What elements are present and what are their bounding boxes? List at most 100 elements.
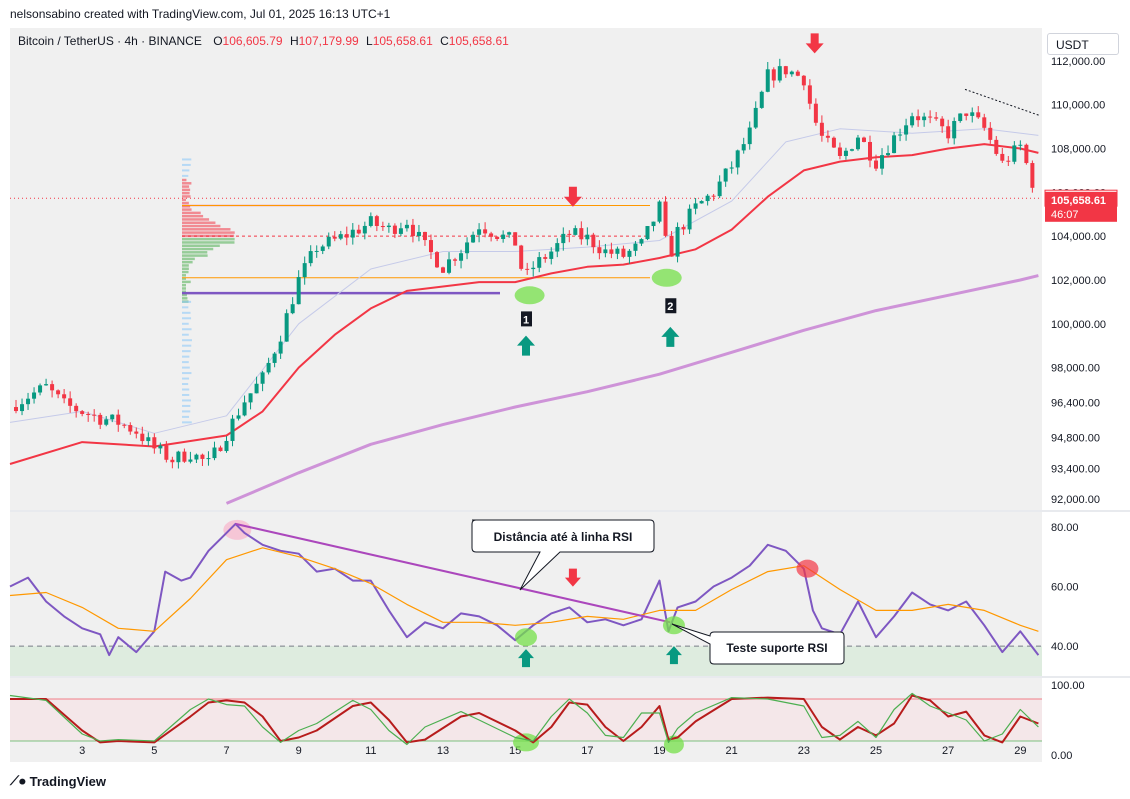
- volume-profile-bar: [182, 421, 192, 423]
- volume-profile-bar: [182, 218, 209, 221]
- candle-body: [513, 232, 517, 245]
- price-axis-tick: 108,000.00: [1051, 144, 1106, 156]
- volume-profile-bar: [182, 182, 191, 185]
- candle-body: [453, 259, 457, 260]
- candle-body: [651, 222, 655, 226]
- candle-body: [670, 236, 674, 257]
- candle-body: [56, 390, 60, 394]
- candle-body: [904, 125, 908, 134]
- candle-body: [333, 237, 337, 239]
- time-axis-tick: 27: [942, 745, 954, 757]
- volume-profile-bar: [182, 372, 191, 374]
- candle-body: [579, 228, 583, 239]
- candle-body: [369, 216, 373, 226]
- rsi-high-highlight: [796, 560, 818, 578]
- candle-body: [267, 363, 271, 372]
- candle-body: [736, 150, 740, 167]
- candle-body: [140, 434, 144, 441]
- candle-body: [1012, 145, 1016, 161]
- candle-body: [892, 135, 896, 153]
- time-axis-tick: 5: [151, 745, 157, 757]
- candle-body: [387, 226, 391, 227]
- candle-body: [615, 249, 619, 254]
- candle-body: [471, 235, 475, 243]
- candle-body: [724, 169, 728, 182]
- candle-body: [339, 234, 343, 239]
- volume-profile-bar: [182, 339, 192, 341]
- candle-body: [850, 149, 854, 151]
- volume-profile-bar: [182, 254, 208, 257]
- symbol-name: Bitcoin / TetherUS · 4h · BINANCE: [18, 34, 202, 48]
- volume-profile-bar: [182, 175, 188, 177]
- price-axis-tick: 96,400.00: [1051, 398, 1100, 410]
- candle-body: [423, 232, 427, 240]
- candle-body: [417, 232, 421, 236]
- support-highlight: [515, 286, 545, 304]
- candle-body: [718, 182, 722, 197]
- candle-body: [567, 234, 571, 235]
- volume-profile-bar: [182, 312, 191, 314]
- candle-body: [375, 216, 379, 226]
- volume-profile-bar: [182, 323, 189, 325]
- candle-body: [976, 112, 980, 117]
- candle-body: [838, 148, 842, 156]
- number-marker-label: 2: [667, 301, 673, 313]
- volume-profile-bar: [182, 405, 190, 407]
- close-label: C: [440, 34, 449, 48]
- rsi-axis-tick: 60.00: [1051, 582, 1079, 594]
- candle-body: [465, 242, 469, 253]
- volume-profile-bar: [182, 334, 189, 336]
- candle-body: [393, 226, 397, 234]
- candle-body: [766, 69, 770, 91]
- volume-profile-bar: [182, 189, 190, 192]
- stoch-highlight: [513, 733, 539, 751]
- volume-profile-bar: [182, 350, 191, 352]
- candle-body: [218, 448, 222, 452]
- volume-profile-bar: [182, 258, 195, 261]
- candle-body: [700, 201, 704, 203]
- volume-profile-bar: [182, 394, 189, 396]
- volume-profile-bar: [182, 399, 191, 401]
- candle-body: [459, 253, 463, 261]
- support-highlight: [652, 269, 682, 287]
- candle-body: [447, 259, 451, 272]
- candle-body: [176, 452, 180, 463]
- time-axis-tick: 7: [223, 745, 229, 757]
- price-axis-tick: 102,000.00: [1051, 275, 1106, 287]
- number-marker-label: 1: [523, 314, 529, 326]
- currency-button[interactable]: USDT: [1047, 33, 1119, 55]
- volume-profile-bar: [182, 264, 189, 267]
- volume-profile-bar: [182, 244, 220, 247]
- brand-name: TradingView: [30, 774, 106, 789]
- volume-profile-bar: [182, 317, 191, 319]
- volume-profile-bar: [182, 268, 189, 271]
- candle-body: [279, 342, 283, 354]
- time-axis-tick: 19: [653, 745, 665, 757]
- volume-profile-bar: [182, 410, 190, 412]
- low-label: L: [366, 34, 373, 48]
- candle-body: [621, 249, 625, 257]
- candle-body: [664, 202, 668, 236]
- candle-body: [501, 235, 505, 239]
- candle-body: [188, 460, 192, 462]
- candle-body: [170, 460, 174, 462]
- candle-body: [489, 233, 493, 236]
- volume-profile-bar: [182, 208, 192, 211]
- candle-body: [291, 304, 295, 313]
- candle-body: [405, 225, 409, 228]
- candle-body: [591, 235, 595, 248]
- candle-body: [784, 66, 788, 74]
- candle-body: [958, 114, 962, 121]
- volume-profile-bar: [182, 225, 220, 228]
- candle-body: [645, 226, 649, 239]
- candle-body: [285, 313, 289, 341]
- candle-body: [676, 227, 680, 257]
- candle-body: [682, 227, 686, 229]
- footer-brand: ⟋⦁ TradingView: [10, 773, 106, 789]
- candle-body: [519, 246, 523, 269]
- candle-body: [946, 126, 950, 138]
- volume-profile-bar: [182, 306, 188, 308]
- candle-body: [712, 196, 716, 197]
- open-value: 106,605.79: [223, 34, 283, 48]
